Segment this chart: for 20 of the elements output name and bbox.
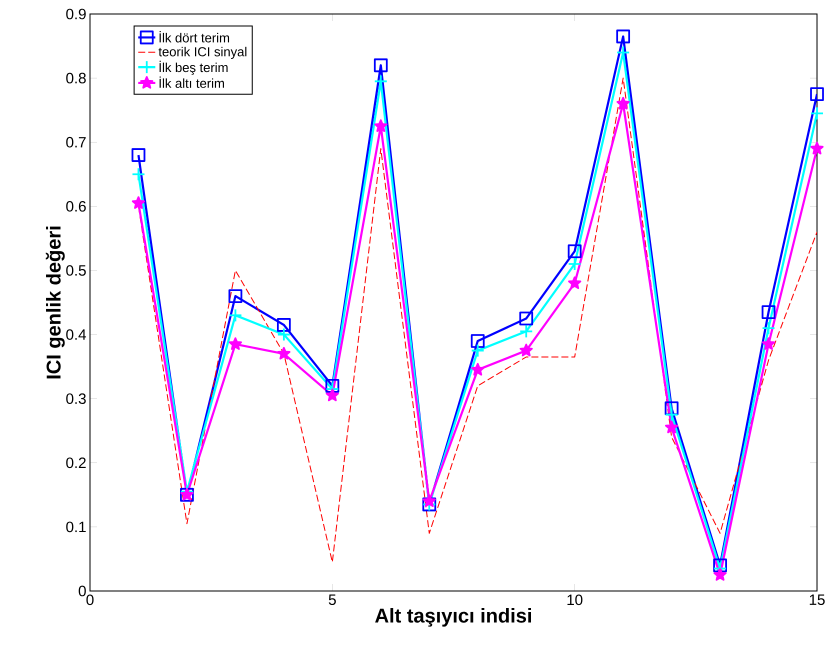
y-tick-label: 0.5 — [66, 265, 86, 276]
x-tick-label: 0 — [86, 594, 94, 606]
x-axis-title: Alt taşıyıcı indisi — [375, 608, 531, 627]
legend-label: teorik ICI sinyal — [158, 46, 246, 59]
y-tick-label: 0.3 — [66, 393, 86, 404]
y-tick-label: 0.8 — [66, 72, 86, 84]
y-tick-label: 0.7 — [66, 136, 86, 148]
y-axis-title: ICI genlik değeri — [46, 226, 65, 378]
legend-label: İlk beş terim — [160, 60, 228, 75]
legend-label: İlk dört terim — [160, 31, 230, 42]
y-tick-label: 0.6 — [66, 201, 86, 212]
y-tick-label: 0 — [78, 586, 86, 596]
legend-label: İlk altı terim — [160, 76, 224, 88]
x-tick-label: 5 — [328, 594, 336, 605]
x-tick-label: 15 — [810, 594, 825, 605]
y-tick-label: 0.1 — [66, 522, 86, 532]
y-tick-label: 0.4 — [66, 329, 86, 340]
y-tick-label: 0.2 — [66, 457, 86, 468]
y-tick-label: 0.9 — [66, 8, 86, 20]
x-tick-label: 10 — [567, 594, 582, 606]
